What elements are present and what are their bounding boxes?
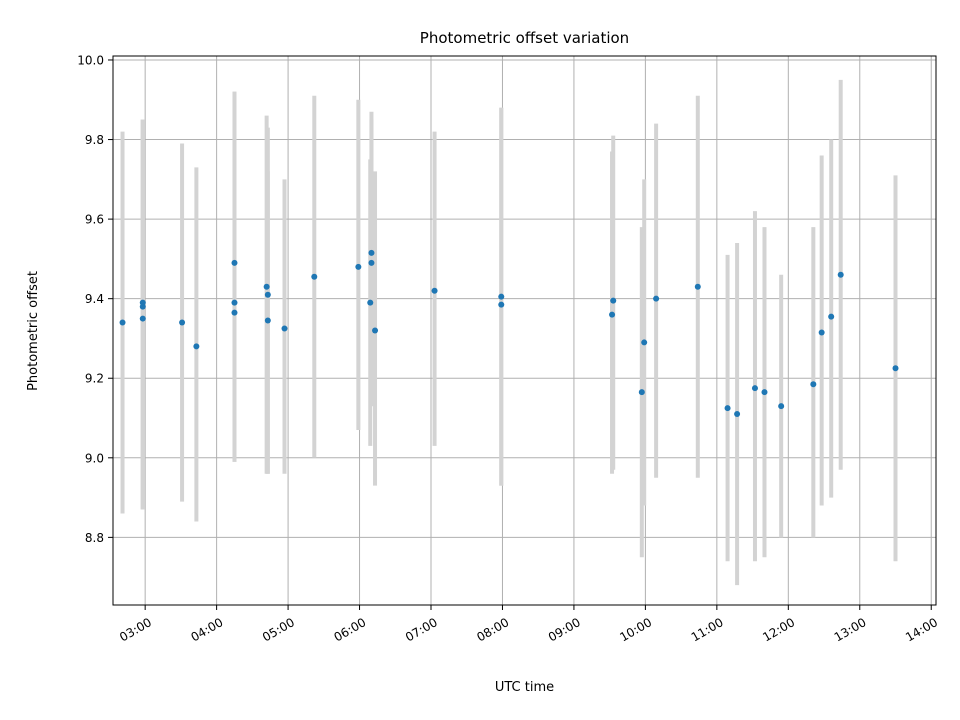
data-point — [431, 287, 438, 294]
data-point — [818, 329, 825, 336]
data-point — [761, 389, 768, 396]
y-tick-label: 10.0 — [77, 53, 104, 67]
y-tick-label: 8.8 — [85, 531, 104, 545]
data-point — [828, 313, 835, 320]
x-axis-title: UTC time — [495, 680, 554, 695]
data-point — [368, 259, 375, 266]
data-point — [810, 381, 817, 388]
y-tick-label: 9.6 — [85, 213, 104, 227]
data-point — [281, 325, 288, 332]
data-point — [139, 303, 146, 310]
grid — [113, 56, 936, 605]
y-tick-label: 9.4 — [85, 292, 104, 306]
data-point — [231, 299, 238, 306]
data-point — [837, 271, 844, 278]
data-point — [231, 309, 238, 316]
data-point — [264, 291, 271, 298]
y-tick-label: 9.8 — [85, 133, 104, 147]
data-point — [139, 315, 146, 322]
data-point — [734, 411, 741, 418]
data-point — [778, 403, 785, 410]
data-point — [609, 311, 616, 318]
data-point — [751, 385, 758, 392]
data-point — [724, 405, 731, 412]
data-point — [610, 297, 617, 304]
data-point — [694, 283, 701, 290]
data-point — [193, 343, 200, 350]
data-point — [498, 301, 505, 308]
data-point — [355, 263, 362, 270]
y-axis-title: Photometric offset — [26, 271, 41, 391]
data-point — [311, 273, 318, 280]
data-point — [231, 259, 238, 266]
data-point — [264, 317, 271, 324]
data-point — [179, 319, 186, 326]
plot-frame — [112, 55, 937, 606]
data-point — [263, 283, 270, 290]
chart-title: Photometric offset variation — [420, 29, 629, 47]
data-point — [498, 293, 505, 300]
y-tick-label: 9.0 — [85, 451, 104, 465]
y-tick-label: 9.2 — [85, 372, 104, 386]
data-point — [119, 319, 126, 326]
data-point — [372, 327, 379, 334]
data-point — [367, 299, 374, 306]
data-point — [892, 365, 899, 372]
data-point — [653, 295, 660, 302]
data-point — [638, 389, 645, 396]
data-point — [641, 339, 648, 346]
data-points — [119, 249, 899, 418]
data-point — [368, 249, 375, 256]
